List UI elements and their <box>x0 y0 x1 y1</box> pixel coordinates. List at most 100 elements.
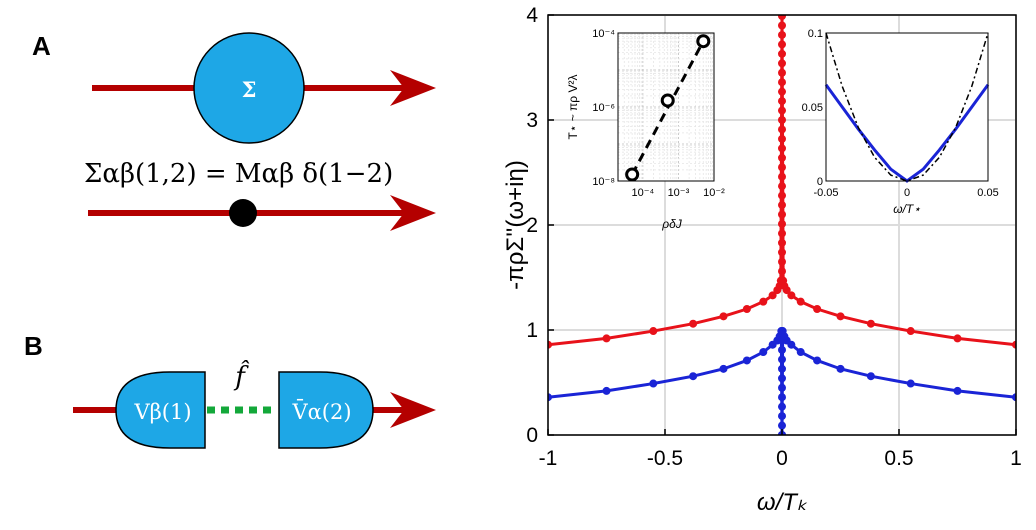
inset1-y-tick-label: 10⁻⁸ <box>592 176 615 188</box>
series-spike-point-0 <box>778 267 786 276</box>
series-spike-point-1 <box>778 364 786 373</box>
inset1-ticks: 10⁻⁴ 10⁻³ 10⁻² 10⁻⁸ 10⁻⁶ 10⁻⁴ <box>592 28 725 199</box>
series-spike-point-0 <box>778 248 786 257</box>
self-energy-bubble <box>193 32 305 144</box>
series-point-0 <box>796 297 805 306</box>
series-point-1 <box>906 379 915 388</box>
series-spike-point-1 <box>778 327 786 336</box>
propagator-label: f̂ <box>233 360 250 392</box>
inset2-x-tick-label: -0.05 <box>813 187 838 199</box>
inset1-x-tick-label: 10⁻⁴ <box>631 187 654 199</box>
series-spike-point-0 <box>778 87 786 96</box>
series-point-1 <box>649 379 658 388</box>
inset1-point <box>625 167 640 182</box>
series-point-0 <box>813 305 822 313</box>
main-y-axis-label: -πρΣ''(ω+iη) <box>502 160 529 290</box>
inset1-x-tick-label: 10⁻² <box>703 187 725 199</box>
main-chart: -1 -0.5 0 0.5 1 0 1 2 3 4 ω/Tₖ -πρΣ''(ω+iη) <box>502 4 1022 516</box>
series-line-0 <box>548 15 1016 347</box>
left-vertex-shape <box>115 371 206 449</box>
series-point-1 <box>548 393 552 402</box>
series-spike-point-1 <box>778 345 786 354</box>
series-point-0 <box>602 334 611 343</box>
series-spike-point-0 <box>778 229 786 238</box>
diagram-b-line <box>73 392 436 428</box>
diagram-equation: Σαβ(1,2) = Mαβ δ(1−2) <box>84 159 393 189</box>
diagram-a-bottom-line <box>88 195 436 231</box>
series-point-1 <box>866 372 875 381</box>
series-spike-point-0 <box>778 97 786 106</box>
series-point-1 <box>836 364 845 373</box>
main-x-tick-label: 0.5 <box>884 447 913 470</box>
right-vertex-shape <box>278 371 374 449</box>
main-y-tick-label: 3 <box>526 109 538 132</box>
main-y-tick-label: 2 <box>526 214 538 237</box>
inset1-point <box>660 93 675 108</box>
main-x-tick-label: -0.5 <box>647 447 683 470</box>
series-spike-point-1 <box>778 421 786 430</box>
panel-label-b: B <box>24 331 43 361</box>
series-spike-point-0 <box>778 15 786 21</box>
series-point-0 <box>836 312 845 321</box>
main-x-tick-label: 0 <box>776 447 788 470</box>
series-point-1 <box>953 386 962 395</box>
series-point-0 <box>1012 340 1016 349</box>
series-point-0 <box>906 327 915 336</box>
series-point-1 <box>759 348 768 357</box>
series-point-0 <box>689 319 698 328</box>
series-point-0 <box>719 312 728 321</box>
series-spike-point-0 <box>778 106 786 115</box>
series-point-0 <box>759 297 768 306</box>
series-spike-point-0 <box>778 144 786 153</box>
inset2-y-tick-label: 0.05 <box>802 102 823 114</box>
main-x-axis-label: ω/Tₖ <box>757 489 808 516</box>
series-spike-point-0 <box>778 49 786 58</box>
inset1-y-tick-label: 10⁻⁴ <box>592 28 615 40</box>
series-spike-point-0 <box>778 68 786 77</box>
inset1-point <box>696 34 711 49</box>
inset2-x-axis-label: ω/T⋆ <box>893 202 921 216</box>
series-point-1 <box>1012 393 1016 402</box>
series-spike-point-0 <box>778 40 786 49</box>
main-y-tick-label: 4 <box>526 4 538 27</box>
series-point-0 <box>649 327 658 336</box>
series-spike-point-0 <box>778 182 786 191</box>
series-point-0 <box>866 319 875 328</box>
left-vertex-label: Vβ(1) <box>133 400 191 424</box>
series-spike-point-0 <box>778 125 786 134</box>
main-x-tick-label: -1 <box>539 447 558 470</box>
series-spike-point-0 <box>778 201 786 210</box>
series-spike-point-0 <box>778 59 786 68</box>
series-spike-point-1 <box>778 402 786 411</box>
series-point-1 <box>719 364 728 373</box>
inset1-y-axis-label: T⋆ ~ πρ V²λ <box>566 75 580 140</box>
inset2-x-tick-label: 0.05 <box>977 187 998 199</box>
series-spike-point-0 <box>778 238 786 247</box>
series-spike-point-0 <box>778 30 786 39</box>
main-ticks: -1 -0.5 0 0.5 1 0 1 2 3 4 <box>526 4 1022 470</box>
series-spike-point-1 <box>778 383 786 392</box>
series-point-0 <box>548 340 552 349</box>
series-point-1 <box>602 386 611 395</box>
bubble-symbol: Σ <box>242 77 257 102</box>
panel-label-a: A <box>32 31 51 61</box>
right-vertex-label: V̄α(2) <box>291 399 351 424</box>
inset2-y-tick-label: 0 <box>817 176 823 188</box>
series-spike-point-0 <box>778 116 786 124</box>
series-spike-point-0 <box>778 219 786 228</box>
inset2-series-line-1 <box>825 32 989 182</box>
series-spike-point-0 <box>778 78 786 87</box>
series-point-0 <box>953 334 962 343</box>
series-spike-point-0 <box>778 276 786 285</box>
series-spike-point-1 <box>778 374 786 383</box>
inset1-series <box>625 34 711 182</box>
series-spike-point-0 <box>778 257 786 266</box>
series-spike-point-0 <box>778 21 786 30</box>
series-spike-point-0 <box>778 163 786 172</box>
series-point-1 <box>787 340 796 349</box>
series-spike-point-1 <box>778 355 786 364</box>
series-point-0 <box>782 286 791 295</box>
vertex-dot <box>229 199 257 227</box>
